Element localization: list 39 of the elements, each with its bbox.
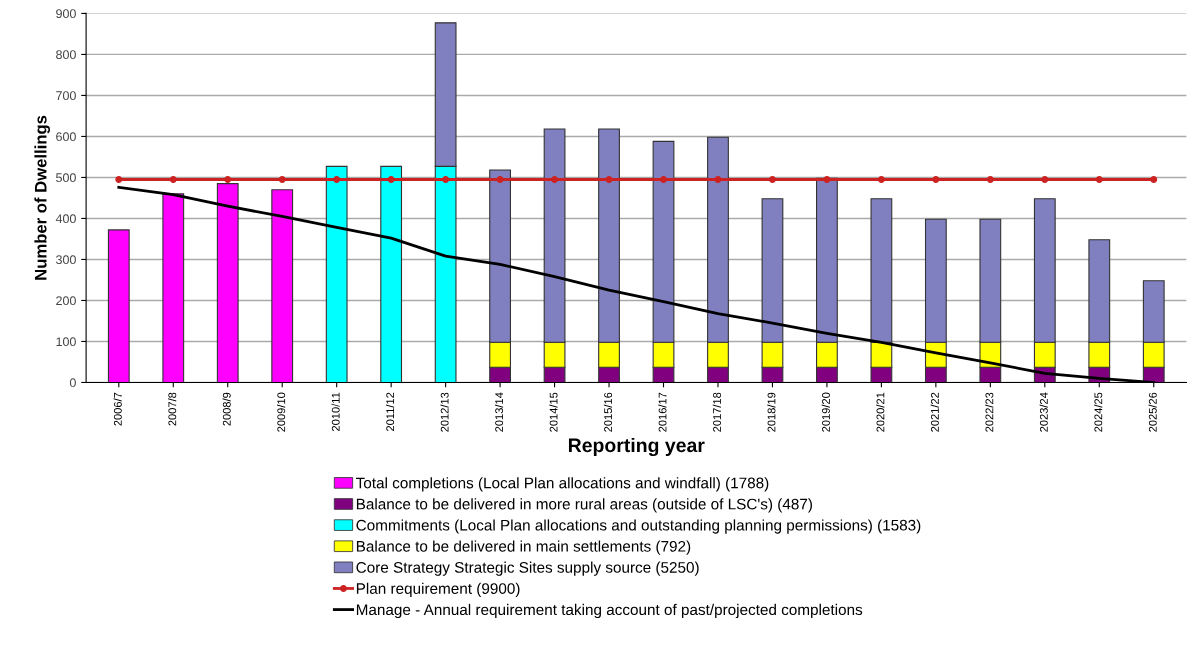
x-tick-label: 2006/7 [113, 392, 122, 426]
y-tick-label: 500 [56, 173, 76, 183]
x-tick-label: 2013/14 [494, 392, 504, 432]
legend-label: Plan requirement (9900) [356, 582, 520, 597]
x-axis-title: Reporting year [568, 437, 705, 457]
y-axis-title: Number of Dwellings [34, 115, 50, 280]
x-tick-label: 2024/25 [1094, 392, 1103, 432]
x-tick-label: 2010/11 [331, 392, 340, 431]
x-tick-label: 2014/15 [549, 392, 558, 432]
x-tick-label: 2008/9 [222, 392, 231, 426]
y-tick-label: 700 [56, 91, 76, 101]
x-tick-label: 2021/22 [930, 392, 939, 432]
y-tick-label: 200 [56, 296, 76, 306]
legend-label: Core Strategy Strategic Sites supply source (5250) [356, 561, 699, 576]
x-tick-label: 2022/23 [985, 392, 994, 432]
legend-label: Manage - Annual requirement taking account of past/projected completions [356, 603, 863, 619]
x-tick-label: 2011/12 [385, 392, 395, 431]
legend-label: Balance to be delivered in more rural areas (outside of LSC's) (487) [356, 498, 812, 513]
y-tick-label: 300 [56, 255, 76, 265]
x-tick-label: 2015/16 [603, 392, 613, 432]
legend-label: Total completions (Local Plan allocations and windfall) (1788) [356, 477, 769, 492]
x-tick-label: 2007/8 [168, 392, 177, 426]
y-tick-label: 0 [69, 378, 76, 388]
x-tick-label: 2020/21 [876, 392, 885, 432]
y-tick-label: 900 [56, 9, 76, 19]
x-tick-label: 2019/20 [821, 392, 830, 432]
x-tick-label: 2016/17 [658, 392, 667, 432]
legend-label: Commitments (Local Plan allocations and outstanding planning permissions) (1583) [356, 519, 921, 534]
x-tick-label: 2018/19 [767, 392, 776, 432]
y-tick-label: 400 [55, 214, 76, 224]
y-tick-label: 800 [56, 50, 76, 60]
x-tick-label: 2025/26 [1148, 392, 1157, 432]
y-tick-label: 600 [56, 132, 76, 142]
x-tick-label: 2012/13 [440, 392, 449, 432]
x-tick-label: 2017/18 [712, 392, 721, 432]
legend-label: Balance to be delivered in main settlements (792) [356, 540, 691, 555]
x-tick-label: 2023/24 [1039, 392, 1048, 432]
x-tick-label: 2009/10 [277, 392, 286, 432]
y-tick-label: 100 [56, 337, 76, 347]
